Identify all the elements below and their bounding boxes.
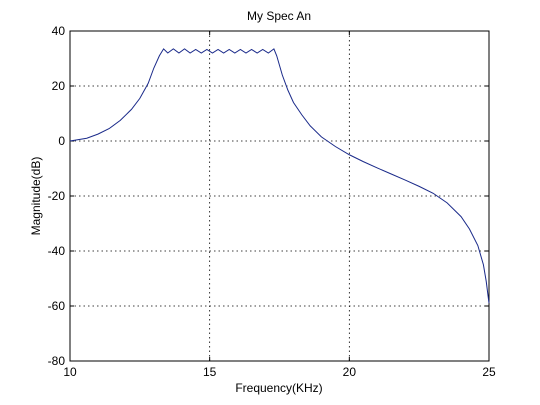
y-tick-label: 40 bbox=[52, 24, 66, 38]
magnitude-line bbox=[69, 48, 490, 304]
x-tick-label: 10 bbox=[63, 365, 77, 379]
y-axis-label: Magnitude(dB) bbox=[29, 157, 43, 236]
y-tick-label: -20 bbox=[48, 189, 66, 203]
y-tick-label: 20 bbox=[52, 79, 66, 93]
chart-title: My Spec An bbox=[247, 9, 311, 23]
y-tick-label: 0 bbox=[58, 134, 65, 148]
x-tick-label: 25 bbox=[482, 365, 496, 379]
y-tick-label: -60 bbox=[48, 299, 66, 313]
axis-ticks: 10 15 20 25 -80 -60 -40 -20 0 20 40 bbox=[48, 24, 496, 379]
x-tick-label: 20 bbox=[343, 365, 357, 379]
y-tick-label: -40 bbox=[48, 244, 66, 258]
grid bbox=[70, 31, 489, 361]
x-axis-label: Frequency(KHz) bbox=[235, 381, 322, 395]
x-tick-label: 15 bbox=[203, 365, 217, 379]
plot-area bbox=[69, 30, 490, 362]
series-group bbox=[69, 48, 490, 304]
y-tick-label: -80 bbox=[48, 354, 66, 368]
